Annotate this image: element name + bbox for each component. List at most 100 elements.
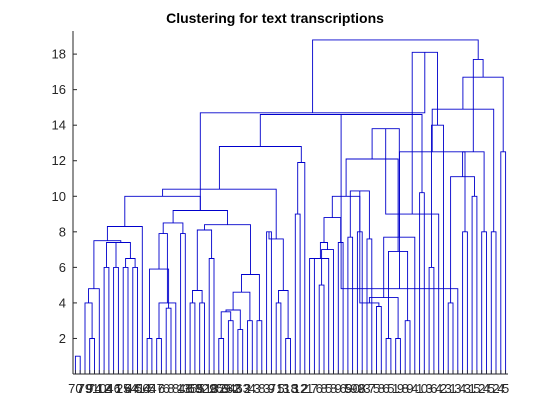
leaf-label: 4 (497, 381, 504, 396)
leaf-label: 2 (492, 381, 499, 396)
leaf-label: 1 (306, 381, 313, 396)
leaf-label: 8 (378, 381, 385, 396)
leaf-label: 5 (387, 381, 394, 396)
leaf-label: 71 (269, 381, 283, 396)
leaf-label: 1 (177, 381, 184, 396)
leaf-label: 8 (258, 381, 265, 396)
leaf-label: 4 (483, 381, 490, 396)
leaf-label: 9 (268, 381, 275, 396)
leaf-label: 5 (325, 381, 332, 396)
leaf-label: 3 (234, 381, 241, 396)
leaf-label: 4 (249, 381, 256, 396)
leaf-label: 64 (221, 381, 235, 396)
y-tick-label: 16 (52, 82, 66, 97)
leaf-label: 1 (469, 381, 476, 396)
leaf-label: 6 (124, 381, 131, 396)
leaf-label: 9 (335, 381, 342, 396)
leaf-label: 10 (92, 381, 106, 396)
leaf-label: 2 (478, 381, 485, 396)
leaf-label: 5 (344, 381, 351, 396)
leaf-label: 6 (316, 381, 323, 396)
leaf-label: 4 (435, 381, 442, 396)
leaf-label: 56 (135, 381, 149, 396)
leaf-label: 99 (350, 381, 364, 396)
leaf-label: 62 (226, 381, 240, 396)
leaf-label: 47 (149, 381, 163, 396)
dendrogram-link (312, 39, 479, 113)
leaf-label: 1 (416, 381, 423, 396)
y-tick-label: 4 (59, 295, 66, 310)
y-ticks: 2 4 6 8 10 12 14 16 18 (52, 47, 77, 346)
leaf-label: 3 (282, 381, 289, 396)
leaf-label: 41 (130, 381, 144, 396)
leaf-label: 6 (163, 381, 170, 396)
y-tick-label: 10 (52, 189, 66, 204)
leaf-label: 74 (87, 381, 101, 396)
leaf-label: 2 (301, 381, 308, 396)
dendrogram-link (312, 258, 330, 374)
dendrogram-link (74, 355, 81, 374)
chart-title: Clustering for text transcriptions (166, 10, 384, 26)
leaf-label: 4 (105, 381, 112, 396)
leaf-label: 5 (502, 381, 509, 396)
leaf-label: 46 (106, 381, 120, 396)
leaf-label: 3 (464, 381, 471, 396)
leaf-label: 12 (293, 381, 307, 396)
leaf-label: 4 (143, 381, 150, 396)
leaf-label: 4 (411, 381, 418, 396)
leaf-label: 5 (488, 381, 495, 396)
leaf-label: 7 (311, 381, 318, 396)
y-tick-label: 14 (52, 118, 66, 133)
leaf-label: 63 (235, 381, 249, 396)
leaf-label: 1 (392, 381, 399, 396)
y-tick-label: 18 (52, 47, 66, 62)
y-tick-label: 12 (52, 153, 66, 168)
leaf-label: 59 (216, 381, 230, 396)
leaf-label: 79 (78, 381, 92, 396)
leaf-label: 9 (196, 381, 203, 396)
leaf-label: 3 (253, 381, 260, 396)
leaf-label: 48 (178, 381, 192, 396)
leaf-label: 5 (277, 381, 284, 396)
leaf-label: 70 (68, 381, 82, 396)
leaf-label: 6 (382, 381, 389, 396)
leaf-label: 32 (212, 381, 226, 396)
leaf-label: 25 (116, 381, 130, 396)
leaf-label: 2 (244, 381, 251, 396)
leaf-label: 29 (202, 381, 216, 396)
leaf-label: 9 (86, 381, 93, 396)
leaf-label: 9 (406, 381, 413, 396)
leaf-label: 6 (339, 381, 346, 396)
leaf-label: 2 (440, 381, 447, 396)
leaf-label: 6 (158, 381, 165, 396)
leaf-label: 7 (368, 381, 375, 396)
leaf-label: 8 (359, 381, 366, 396)
leaf-label: 44 (126, 381, 140, 396)
leaf-label: 4 (459, 381, 466, 396)
dendrogram-links (74, 39, 507, 374)
leaf-label: 5 (473, 381, 480, 396)
leaf-label: 68 (188, 381, 202, 396)
leaf-label: 1 (115, 381, 122, 396)
leaf-label: 8 (402, 381, 409, 396)
leaf-label: 8 (172, 381, 179, 396)
leaf-label: 8 (330, 381, 337, 396)
leaf-label: 3 (445, 381, 452, 396)
leaf-label: 12 (97, 381, 111, 396)
leaf-label: 9 (397, 381, 404, 396)
leaf-label: 8 (320, 381, 327, 396)
leaf-label: 18 (283, 381, 297, 396)
leaf-labels: 7077997410124461256444156454766881483568… (68, 370, 509, 396)
leaf-label: 35 (183, 381, 197, 396)
leaf-label: 0 (421, 381, 428, 396)
leaf-label: 7 (77, 381, 84, 396)
y-tick-label: 8 (59, 224, 66, 239)
leaf-label: 3 (263, 381, 270, 396)
leaf-label: 5 (373, 381, 380, 396)
leaf-label: 3 (426, 381, 433, 396)
leaf-label: 3 (363, 381, 370, 396)
dendrogram-link (111, 242, 131, 259)
y-tick-label: 2 (59, 331, 66, 346)
